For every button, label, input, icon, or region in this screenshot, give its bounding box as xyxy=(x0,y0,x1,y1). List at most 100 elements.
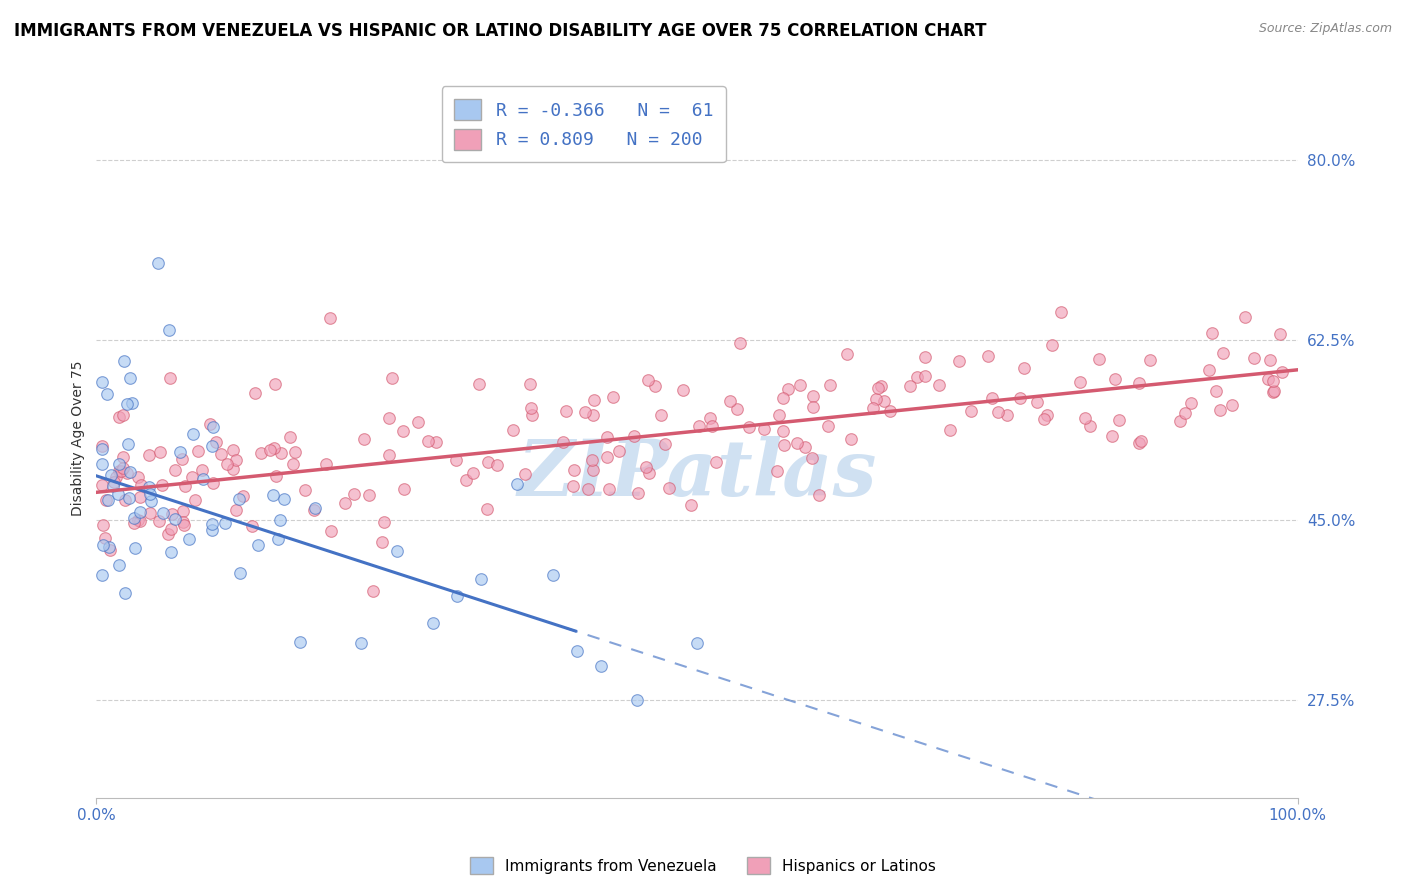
Point xyxy=(553,435,575,450)
Point xyxy=(240,518,263,533)
Point xyxy=(789,378,811,392)
Point xyxy=(172,515,194,529)
Point xyxy=(146,256,169,270)
Point xyxy=(91,458,114,472)
Point xyxy=(623,428,645,442)
Point xyxy=(315,457,337,471)
Point xyxy=(288,635,311,649)
Point xyxy=(304,501,326,516)
Point xyxy=(581,453,603,467)
Point xyxy=(865,392,887,406)
Point xyxy=(738,419,761,434)
Point xyxy=(520,408,543,422)
Point xyxy=(1101,429,1123,443)
Point xyxy=(1108,413,1130,427)
Point xyxy=(159,371,181,385)
Point xyxy=(898,379,921,393)
Point xyxy=(181,426,204,441)
Point xyxy=(108,558,131,572)
Point xyxy=(264,469,287,483)
Point xyxy=(1128,435,1150,450)
Point xyxy=(718,394,741,409)
Point xyxy=(468,377,491,392)
Point xyxy=(139,507,162,521)
Point xyxy=(1040,338,1063,352)
Point xyxy=(1260,353,1282,368)
Point xyxy=(160,522,183,536)
Point xyxy=(94,493,117,508)
Point xyxy=(977,349,1000,363)
Point xyxy=(138,487,160,501)
Point xyxy=(422,615,444,630)
Text: ZIPatlas: ZIPatlas xyxy=(517,435,877,512)
Point xyxy=(565,644,588,658)
Point xyxy=(868,381,890,395)
Point xyxy=(96,387,118,401)
Point xyxy=(807,488,830,502)
Point xyxy=(555,403,578,417)
Point xyxy=(562,462,585,476)
Point xyxy=(229,566,252,580)
Point xyxy=(987,405,1010,419)
Point xyxy=(679,498,702,512)
Point xyxy=(1205,384,1227,398)
Point xyxy=(637,373,659,387)
Legend: R = -0.366   N =  61, R = 0.809   N = 200: R = -0.366 N = 61, R = 0.809 N = 200 xyxy=(441,87,725,162)
Point xyxy=(562,479,585,493)
Point xyxy=(191,472,214,486)
Point xyxy=(519,377,541,392)
Point xyxy=(837,346,859,360)
Point xyxy=(800,450,823,465)
Point xyxy=(995,408,1018,422)
Point xyxy=(602,390,624,404)
Point xyxy=(725,401,748,416)
Point xyxy=(1209,402,1232,417)
Point xyxy=(108,410,131,425)
Point xyxy=(1130,434,1153,448)
Point xyxy=(187,444,209,458)
Point xyxy=(160,545,183,559)
Point xyxy=(1069,376,1091,390)
Point xyxy=(273,492,295,507)
Point xyxy=(1201,326,1223,341)
Point xyxy=(129,478,152,492)
Point xyxy=(1243,351,1265,365)
Point xyxy=(107,458,129,472)
Point xyxy=(513,467,536,481)
Point xyxy=(794,440,817,454)
Point xyxy=(156,526,179,541)
Point xyxy=(1261,374,1284,388)
Point xyxy=(658,481,681,495)
Point xyxy=(343,486,366,500)
Point xyxy=(766,464,789,478)
Point xyxy=(772,424,794,438)
Point xyxy=(111,460,134,475)
Point xyxy=(1261,385,1284,400)
Point xyxy=(139,494,162,508)
Point xyxy=(634,460,657,475)
Point xyxy=(152,507,174,521)
Point xyxy=(583,393,606,408)
Point xyxy=(1174,407,1197,421)
Point xyxy=(607,444,630,458)
Y-axis label: Disability Age Over 75: Disability Age Over 75 xyxy=(72,360,86,516)
Text: IMMIGRANTS FROM VENEZUELA VS HISPANIC OR LATINO DISABILITY AGE OVER 75 CORRELATI: IMMIGRANTS FROM VENEZUELA VS HISPANIC OR… xyxy=(14,22,987,40)
Point xyxy=(150,478,173,492)
Point xyxy=(373,516,395,530)
Point xyxy=(444,453,467,467)
Point xyxy=(485,458,508,472)
Point xyxy=(1170,414,1192,428)
Point xyxy=(278,430,301,444)
Point xyxy=(127,513,149,527)
Point xyxy=(1014,361,1036,376)
Point xyxy=(107,487,129,501)
Point xyxy=(470,572,492,586)
Point xyxy=(157,323,180,337)
Point xyxy=(576,482,599,496)
Point xyxy=(263,376,285,391)
Point xyxy=(948,354,970,368)
Point xyxy=(768,408,790,422)
Point xyxy=(406,415,429,429)
Point xyxy=(1220,398,1243,412)
Point xyxy=(939,423,962,437)
